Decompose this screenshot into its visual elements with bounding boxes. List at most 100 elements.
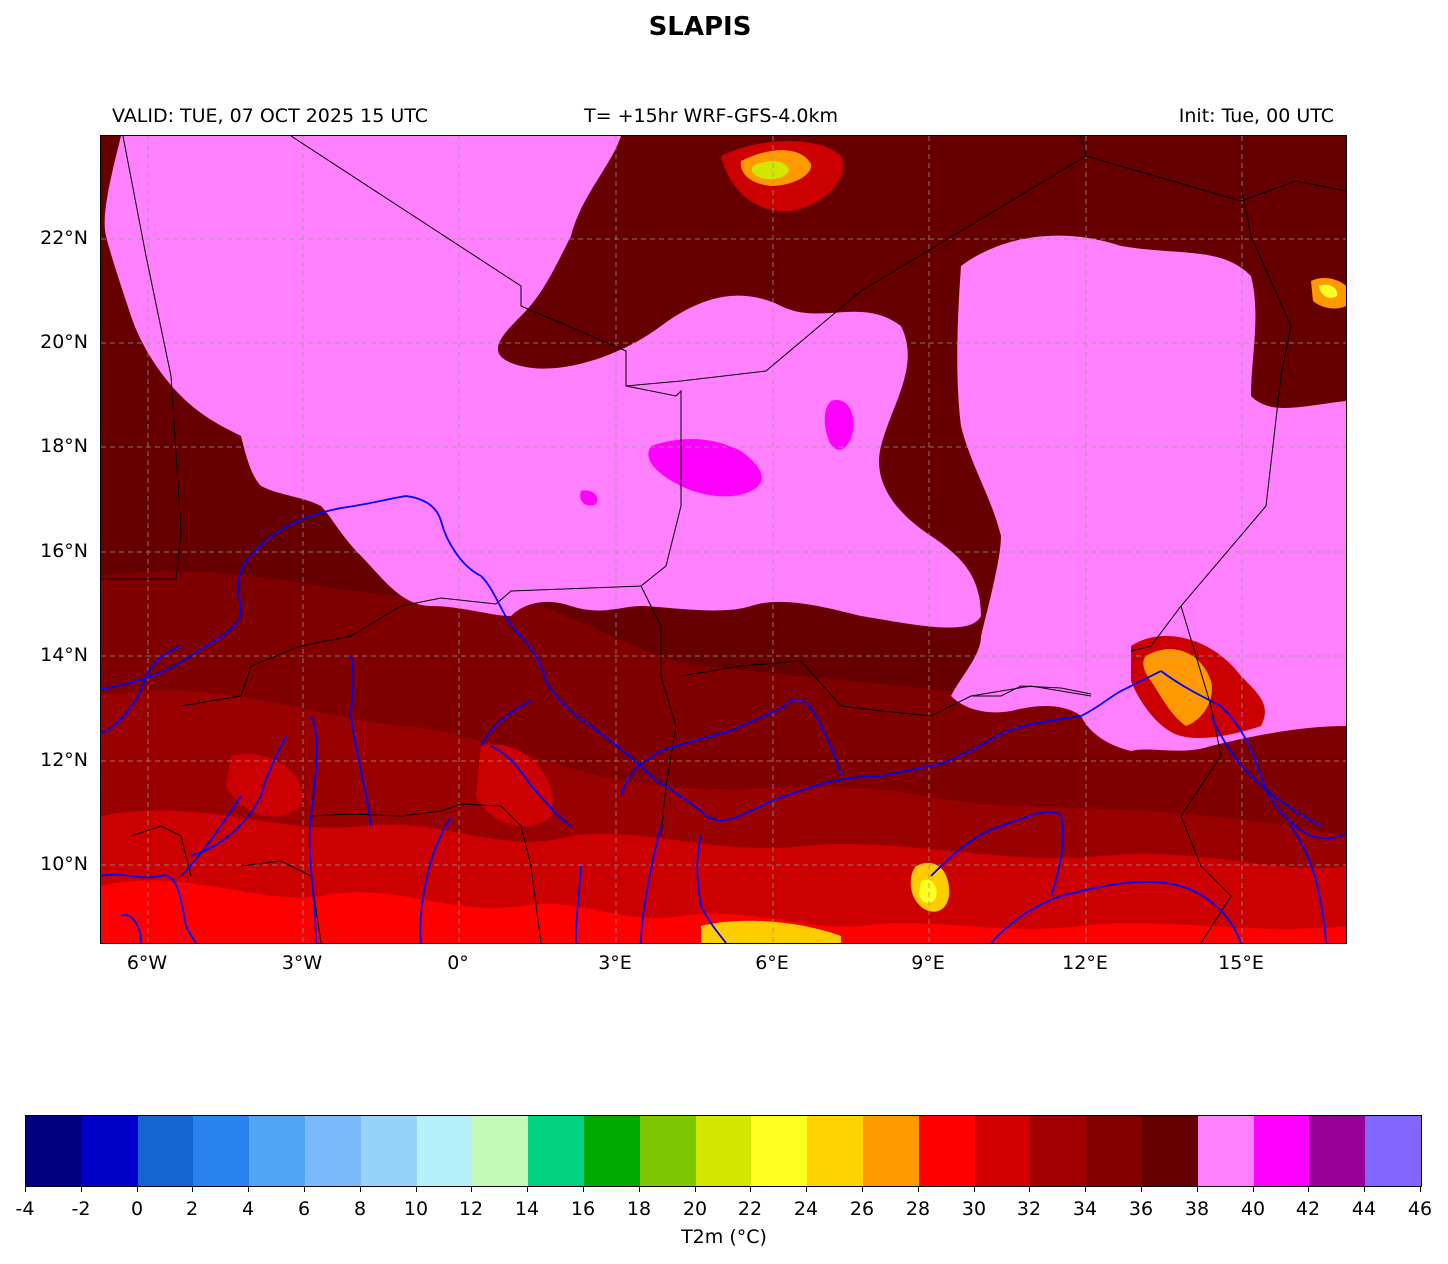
colorbar-segment bbox=[918, 1116, 975, 1186]
colorbar-segment bbox=[583, 1116, 640, 1186]
temperature-colorbar bbox=[25, 1115, 1422, 1187]
colorbar-tick-mark bbox=[1420, 1186, 1421, 1192]
hotspot-south-2 bbox=[701, 920, 841, 943]
lat-label-14n: 14°N bbox=[40, 644, 88, 666]
colorbar-tick-mark bbox=[806, 1186, 807, 1192]
colorbar-tick-label: 0 bbox=[130, 1198, 144, 1220]
lat-label-10n: 10°N bbox=[40, 853, 88, 875]
colorbar-segment bbox=[974, 1116, 1031, 1186]
colorbar-tick-mark bbox=[471, 1186, 472, 1192]
colorbar-tick-mark bbox=[1308, 1186, 1309, 1192]
colorbar-tick-label: 46 bbox=[1407, 1198, 1433, 1220]
colorbar-segment bbox=[862, 1116, 919, 1186]
colorbar-segment bbox=[472, 1116, 529, 1186]
lon-label-0: 0° bbox=[447, 952, 469, 974]
lat-label-16n: 16°N bbox=[40, 540, 88, 562]
colorbar-segment bbox=[26, 1116, 82, 1186]
rivers bbox=[101, 495, 1346, 943]
lon-label-6e: 6°E bbox=[755, 952, 789, 974]
colorbar-segment bbox=[528, 1116, 584, 1186]
colorbar-tick-mark bbox=[304, 1186, 305, 1192]
colorbar-tick-mark bbox=[360, 1186, 361, 1192]
colorbar-tick-label: 30 bbox=[961, 1198, 987, 1220]
colorbar-tick-mark bbox=[974, 1186, 975, 1192]
colorbar-tick-label: 22 bbox=[737, 1198, 763, 1220]
lake-chad-core bbox=[1143, 649, 1212, 726]
zone-40-42-patch-2 bbox=[824, 400, 854, 450]
lat-label-20n: 20°N bbox=[40, 331, 88, 353]
colorbar-tick-label: 42 bbox=[1295, 1198, 1321, 1220]
lon-label-12e: 12°E bbox=[1062, 952, 1108, 974]
colorbar-tick-label: 24 bbox=[793, 1198, 819, 1220]
colorbar-tick-mark bbox=[862, 1186, 863, 1192]
colorbar-tick-mark bbox=[527, 1186, 528, 1192]
colorbar-tick-label: 32 bbox=[1016, 1198, 1042, 1220]
lon-label-9e: 9°E bbox=[911, 952, 945, 974]
colorbar-tick-mark bbox=[1141, 1186, 1142, 1192]
colorbar-segment bbox=[1086, 1116, 1142, 1186]
colorbar-tick-mark bbox=[639, 1186, 640, 1192]
colorbar-tick-label: 28 bbox=[905, 1198, 931, 1220]
colorbar-segment bbox=[1030, 1116, 1087, 1186]
colorbar-tick-label: 14 bbox=[514, 1198, 540, 1220]
colorbar-segment bbox=[193, 1116, 250, 1186]
colorbar-segment bbox=[81, 1116, 138, 1186]
hotspot-south-core bbox=[919, 879, 937, 903]
colorbar-tick-label: 6 bbox=[297, 1198, 311, 1220]
colorbar-tick-label: 26 bbox=[849, 1198, 875, 1220]
colorbar-title: T2m (°C) bbox=[681, 1226, 767, 1248]
colorbar-tick-label: 12 bbox=[458, 1198, 484, 1220]
lat-label-18n: 18°N bbox=[40, 435, 88, 457]
forecast-model-label: T= +15hr WRF-GFS-4.0km bbox=[584, 105, 838, 127]
colorbar-tick-mark bbox=[1029, 1186, 1030, 1192]
zone-40-42-patch bbox=[648, 439, 762, 497]
lat-label-22n: 22°N bbox=[40, 227, 88, 249]
lon-label-3w: 3°W bbox=[281, 952, 323, 974]
colorbar-segment bbox=[695, 1116, 752, 1186]
colorbar-tick-mark bbox=[137, 1186, 138, 1192]
colorbar-segment bbox=[807, 1116, 863, 1186]
colorbar-tick-mark bbox=[1197, 1186, 1198, 1192]
init-time-label: Init: Tue, 00 UTC bbox=[1178, 105, 1334, 127]
colorbar-tick-label: 38 bbox=[1184, 1198, 1210, 1220]
colorbar-segment bbox=[360, 1116, 417, 1186]
colorbar-tick-mark bbox=[695, 1186, 696, 1192]
colorbar-tick-label: 36 bbox=[1128, 1198, 1154, 1220]
colorbar-tick-mark bbox=[25, 1186, 26, 1192]
colorbar-segment bbox=[1365, 1116, 1421, 1186]
colorbar-tick-mark bbox=[416, 1186, 417, 1192]
zone-40-42-patch-3 bbox=[580, 490, 598, 506]
lon-label-6w: 6°W bbox=[126, 952, 168, 974]
colorbar-tick-mark bbox=[248, 1186, 249, 1192]
lon-label-15e: 15°E bbox=[1218, 952, 1264, 974]
chart-title: SLAPIS bbox=[648, 12, 752, 42]
colorbar-segment bbox=[1197, 1116, 1254, 1186]
valid-time-label: VALID: TUE, 07 OCT 2025 15 UTC bbox=[112, 105, 428, 127]
colorbar-tick-label: 44 bbox=[1351, 1198, 1377, 1220]
zone-38-40-east bbox=[951, 235, 1346, 751]
colorbar-tick-mark bbox=[192, 1186, 193, 1192]
colorbar-segment bbox=[249, 1116, 305, 1186]
colorbar-segment bbox=[1253, 1116, 1310, 1186]
colorbar-tick-label: 16 bbox=[570, 1198, 596, 1220]
zone-38-40-west bbox=[104, 136, 982, 628]
colorbar-tick-label: 34 bbox=[1072, 1198, 1098, 1220]
colorbar-tick-mark bbox=[1085, 1186, 1086, 1192]
hotspot-north-core bbox=[751, 161, 789, 180]
hotspot-northeast-core bbox=[1319, 284, 1338, 298]
colorbar-tick-label: 20 bbox=[682, 1198, 708, 1220]
colorbar-tick-label: 2 bbox=[185, 1198, 199, 1220]
colorbar-tick-label: 10 bbox=[403, 1198, 429, 1220]
colorbar-tick-label: 4 bbox=[241, 1198, 255, 1220]
colorbar-tick-label: -2 bbox=[71, 1198, 91, 1220]
colorbar-tick-mark bbox=[1253, 1186, 1254, 1192]
colorbar-segment bbox=[751, 1116, 808, 1186]
temperature-map bbox=[100, 135, 1347, 944]
colorbar-tick-mark bbox=[81, 1186, 82, 1192]
country-borders bbox=[101, 136, 1346, 943]
colorbar-segment bbox=[304, 1116, 361, 1186]
lon-label-3e: 3°E bbox=[598, 952, 632, 974]
colorbar-tick-label: 18 bbox=[626, 1198, 652, 1220]
colorbar-tick-mark bbox=[750, 1186, 751, 1192]
lat-label-12n: 12°N bbox=[40, 749, 88, 771]
